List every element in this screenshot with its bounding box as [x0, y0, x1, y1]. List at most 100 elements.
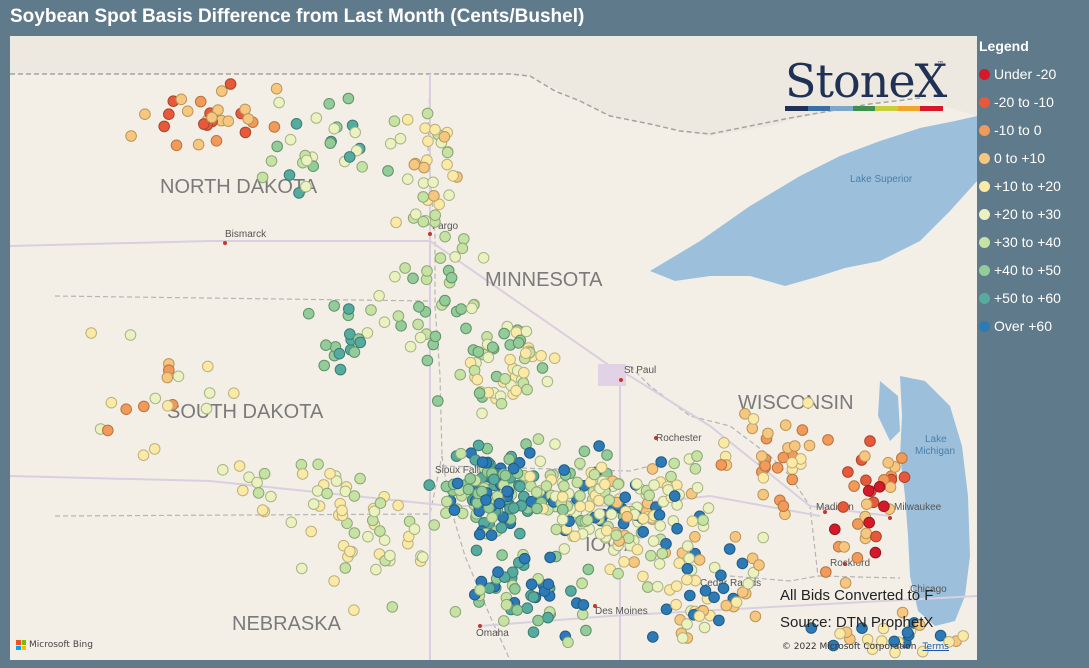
basis-point[interactable] [181, 105, 194, 117]
basis-point[interactable] [443, 189, 455, 201]
basis-point[interactable] [417, 191, 430, 203]
basis-point[interactable] [749, 610, 762, 623]
basis-point[interactable] [198, 118, 210, 130]
basis-point[interactable] [759, 460, 771, 472]
basis-point[interactable] [456, 242, 469, 255]
basis-point[interactable] [162, 400, 174, 412]
basis-point[interactable] [439, 294, 451, 307]
basis-point[interactable] [477, 252, 490, 264]
basis-point[interactable] [216, 85, 228, 97]
basis-point[interactable] [361, 327, 374, 339]
basis-point[interactable] [462, 483, 475, 496]
basis-point[interactable] [296, 562, 308, 575]
basis-point[interactable] [647, 631, 659, 643]
basis-point[interactable] [713, 614, 725, 627]
basis-point[interactable] [429, 330, 442, 343]
basis-point[interactable] [212, 104, 224, 116]
basis-point[interactable] [328, 300, 341, 312]
basis-point[interactable] [803, 439, 816, 452]
legend-item[interactable]: Under -20 [979, 60, 1087, 88]
basis-point[interactable] [503, 453, 516, 466]
basis-point[interactable] [390, 216, 402, 229]
basis-point[interactable] [258, 467, 271, 480]
basis-point[interactable] [451, 477, 464, 490]
basis-point[interactable] [273, 96, 285, 109]
basis-point[interactable] [460, 322, 472, 335]
basis-point[interactable] [217, 464, 229, 476]
basis-point[interactable] [901, 626, 914, 639]
basis-point[interactable] [541, 375, 554, 388]
legend-item[interactable]: +50 to +60 [979, 284, 1087, 312]
basis-point[interactable] [412, 318, 424, 331]
basis-point[interactable] [536, 362, 549, 374]
basis-point[interactable] [757, 531, 770, 544]
basis-point[interactable] [139, 108, 151, 120]
basis-point[interactable] [610, 529, 623, 542]
basis-point[interactable] [884, 481, 897, 494]
basis-point[interactable] [334, 363, 347, 376]
basis-point[interactable] [404, 340, 417, 353]
basis-point[interactable] [161, 371, 174, 384]
basis-point[interactable] [378, 534, 391, 547]
basis-point[interactable] [715, 569, 727, 582]
basis-point[interactable] [137, 449, 150, 462]
basis-point[interactable] [686, 515, 699, 528]
basis-point[interactable] [888, 635, 901, 648]
basis-point[interactable] [498, 615, 510, 627]
basis-point[interactable] [265, 490, 277, 503]
basis-point[interactable] [916, 645, 929, 658]
legend-item[interactable]: +10 to +20 [979, 172, 1087, 200]
basis-point[interactable] [328, 575, 340, 587]
basis-point[interactable] [540, 480, 553, 492]
basis-point[interactable] [839, 577, 852, 589]
basis-point[interactable] [549, 438, 561, 450]
basis-point[interactable] [786, 473, 799, 486]
basis-point[interactable] [493, 497, 506, 510]
basis-point[interactable] [651, 580, 664, 593]
basis-point[interactable] [439, 230, 451, 243]
basis-point[interactable] [757, 488, 770, 501]
basis-point[interactable] [149, 392, 162, 405]
basis-point[interactable] [102, 424, 114, 437]
basis-point[interactable] [344, 545, 356, 558]
basis-point[interactable] [285, 516, 298, 529]
basis-point[interactable] [473, 387, 486, 399]
basis-point[interactable] [698, 621, 711, 634]
basis-point[interactable] [507, 502, 520, 514]
basis-point[interactable] [693, 554, 706, 566]
basis-point[interactable] [574, 500, 587, 513]
basis-point[interactable] [558, 543, 571, 555]
basis-point[interactable] [877, 622, 890, 635]
basis-point[interactable] [580, 624, 592, 637]
basis-point[interactable] [342, 92, 355, 105]
basis-point[interactable] [578, 445, 591, 458]
basis-point[interactable] [619, 491, 632, 504]
basis-point[interactable] [284, 133, 297, 146]
basis-point[interactable] [866, 643, 879, 656]
basis-point[interactable] [521, 383, 533, 396]
basis-point[interactable] [307, 498, 320, 510]
basis-point[interactable] [869, 546, 882, 559]
basis-point[interactable] [820, 566, 832, 578]
basis-point[interactable] [747, 413, 760, 425]
basis-point[interactable] [647, 535, 660, 547]
basis-point[interactable] [878, 500, 890, 513]
basis-point[interactable] [438, 131, 451, 143]
basis-point[interactable] [660, 538, 672, 550]
basis-point[interactable] [175, 93, 188, 106]
basis-point[interactable] [631, 543, 644, 556]
basis-point[interactable] [562, 636, 574, 649]
basis-point[interactable] [138, 400, 150, 413]
basis-point[interactable] [882, 456, 895, 469]
basis-point[interactable] [670, 580, 683, 593]
basis-point[interactable] [605, 508, 618, 521]
basis-point[interactable] [455, 447, 467, 460]
basis-point[interactable] [302, 307, 315, 320]
basis-point[interactable] [495, 522, 508, 534]
basis-point[interactable] [401, 173, 414, 185]
basis-point[interactable] [898, 471, 911, 484]
basis-point[interactable] [753, 559, 765, 571]
legend-item[interactable]: 0 to +10 [979, 144, 1087, 172]
basis-point[interactable] [671, 522, 683, 535]
basis-point[interactable] [417, 551, 429, 563]
